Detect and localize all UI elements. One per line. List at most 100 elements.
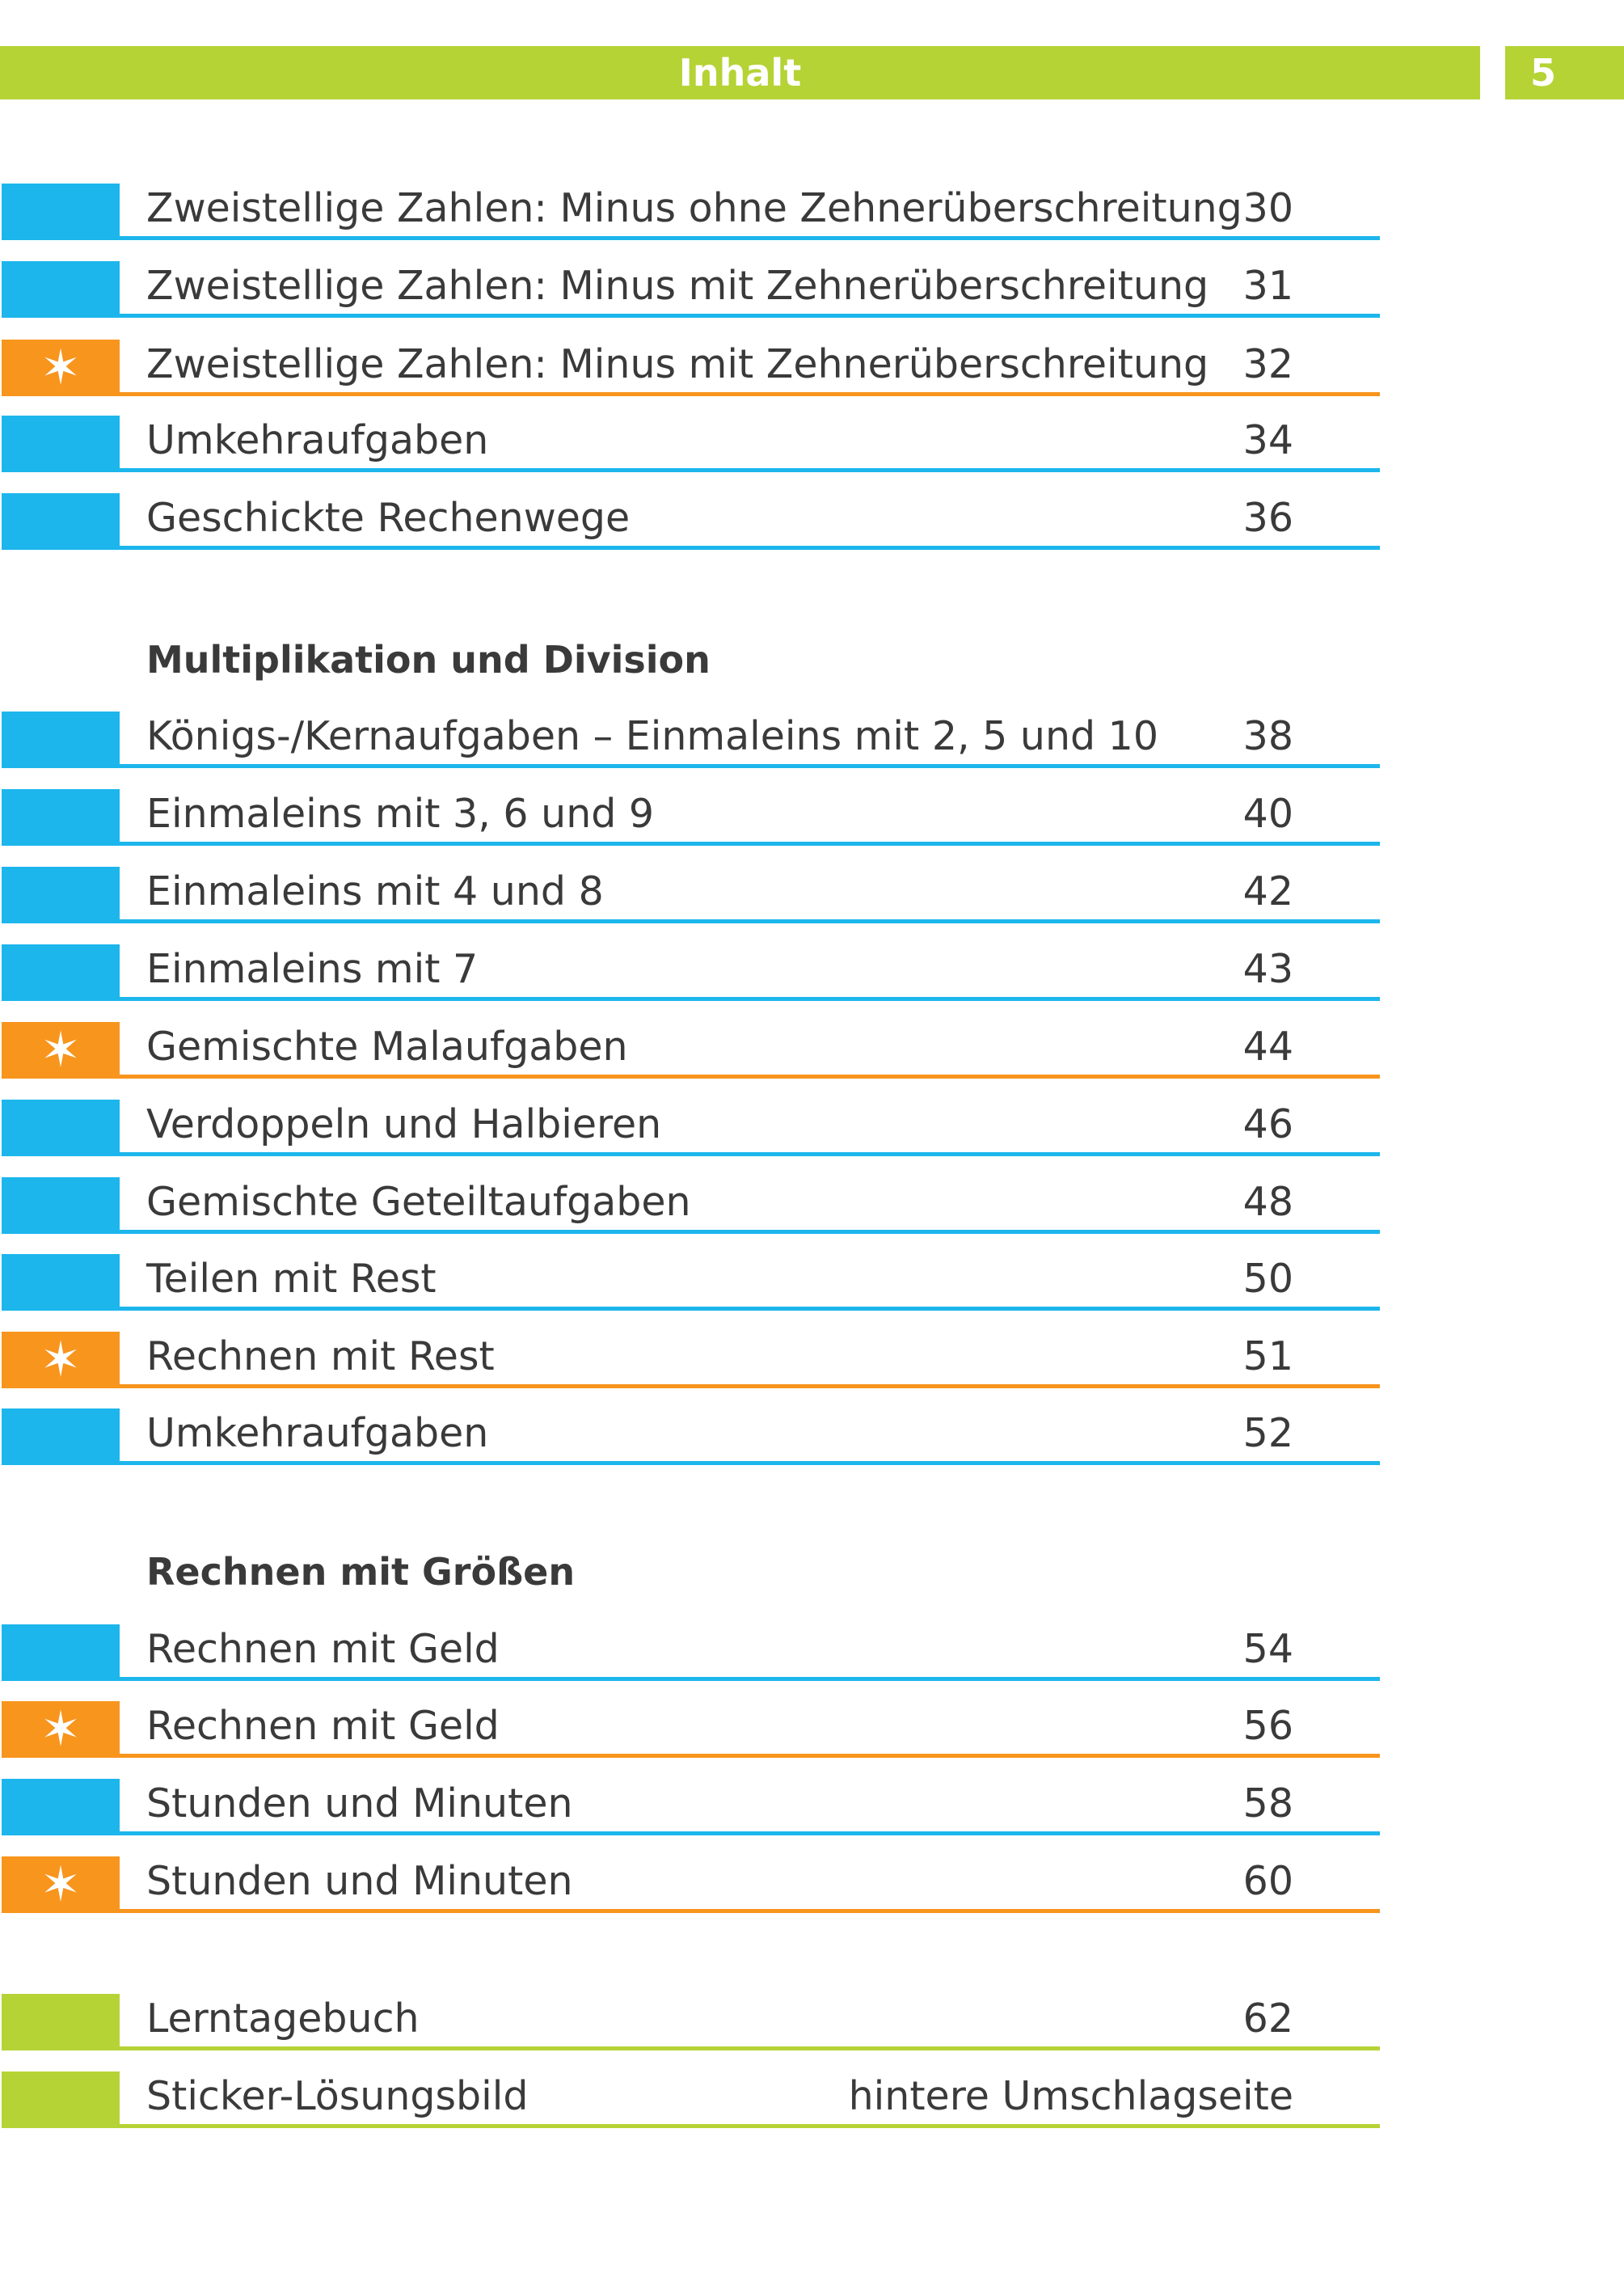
page-title: Inhalt bbox=[678, 51, 802, 95]
toc-entry-page: 30 bbox=[1242, 185, 1293, 231]
toc-entry[interactable]: Königs-/Kernaufgaben – Einmaleins mit 2,… bbox=[0, 712, 1380, 768]
toc-entry-label: Umkehraufgaben bbox=[146, 1410, 489, 1456]
toc-entry-label: Teilen mit Rest bbox=[146, 1256, 437, 1302]
toc-rule bbox=[120, 1384, 1380, 1388]
toc-entry[interactable]: ✶ Rechnen mit Geld 56 bbox=[0, 1701, 1380, 1758]
toc-marker bbox=[2, 1177, 120, 1234]
toc-marker bbox=[2, 1779, 120, 1835]
toc-marker bbox=[2, 1254, 120, 1311]
toc-entry-label: Geschickte Rechenwege bbox=[146, 495, 631, 541]
toc-entry-page: 44 bbox=[1242, 1024, 1293, 1070]
toc-entry-page: 52 bbox=[1242, 1410, 1293, 1456]
toc-marker bbox=[2, 712, 120, 768]
star-icon: ✶ bbox=[40, 1856, 82, 1913]
toc-rule bbox=[120, 1230, 1380, 1234]
star-icon: ✶ bbox=[40, 1332, 82, 1388]
toc-marker bbox=[2, 789, 120, 846]
toc-entry[interactable]: Zweistellige Zahlen: Minus mit Zehnerübe… bbox=[0, 261, 1380, 318]
toc-rule bbox=[120, 468, 1380, 472]
toc-rule bbox=[120, 314, 1380, 318]
toc-entry-label: Rechnen mit Rest bbox=[146, 1333, 495, 1379]
section-heading: Multiplikation und Division bbox=[146, 638, 711, 682]
toc-entry[interactable]: ✶ Stunden und Minuten 60 bbox=[0, 1856, 1380, 1913]
toc-entry-label: Zweistellige Zahlen: Minus mit Zehnerübe… bbox=[146, 341, 1209, 387]
toc-entry-label: Königs-/Kernaufgaben – Einmaleins mit 2,… bbox=[146, 713, 1159, 759]
toc-entry[interactable]: Stunden und Minuten 58 bbox=[0, 1779, 1380, 1835]
header-bar: Inhalt bbox=[0, 46, 1480, 99]
toc-rule bbox=[120, 1909, 1380, 1913]
toc-entry[interactable]: ✶ Rechnen mit Rest 51 bbox=[0, 1332, 1380, 1388]
toc-rule bbox=[120, 997, 1380, 1001]
toc-entry-page: 51 bbox=[1242, 1333, 1293, 1379]
toc-entry-page: 56 bbox=[1242, 1703, 1293, 1749]
toc-entry-label: Stunden und Minuten bbox=[146, 1858, 573, 1904]
toc-entry-label: Umkehraufgaben bbox=[146, 417, 489, 463]
toc-entry-page: 32 bbox=[1242, 341, 1293, 387]
toc-entry[interactable]: ✶ Zweistellige Zahlen: Minus mit Zehnerü… bbox=[0, 340, 1380, 396]
toc-entry-label: Lerntagebuch bbox=[146, 1995, 420, 2042]
toc-rule bbox=[120, 1677, 1380, 1681]
toc-entry[interactable]: Einmaleins mit 7 43 bbox=[0, 944, 1380, 1001]
toc-entry-page: 62 bbox=[1242, 1995, 1293, 2042]
toc-rule bbox=[120, 842, 1380, 846]
star-icon: ✶ bbox=[40, 1701, 82, 1758]
toc-entry-label: Rechnen mit Geld bbox=[146, 1703, 500, 1749]
toc-rule bbox=[120, 1152, 1380, 1156]
toc-entry-page: 48 bbox=[1242, 1179, 1293, 1225]
toc-entry-label: Verdoppeln und Halbieren bbox=[146, 1101, 662, 1147]
toc-marker bbox=[2, 261, 120, 318]
toc-marker bbox=[2, 2072, 120, 2128]
toc-entry[interactable]: Verdoppeln und Halbieren 46 bbox=[0, 1100, 1380, 1156]
toc-marker bbox=[2, 867, 120, 923]
star-icon: ✶ bbox=[40, 1022, 82, 1079]
toc-entry[interactable]: Rechnen mit Geld 54 bbox=[0, 1624, 1380, 1681]
toc-entry[interactable]: Teilen mit Rest 50 bbox=[0, 1254, 1380, 1311]
toc-marker: ✶ bbox=[2, 1022, 120, 1079]
toc-entry-label: Sticker-Lösungsbild bbox=[146, 2073, 529, 2119]
toc-entry[interactable]: Umkehraufgaben 52 bbox=[0, 1408, 1380, 1465]
toc-rule bbox=[120, 236, 1380, 240]
toc-rule bbox=[120, 546, 1380, 550]
toc-marker bbox=[2, 493, 120, 550]
toc-entry-label: Zweistellige Zahlen: Minus mit Zehnerübe… bbox=[146, 263, 1209, 309]
toc-entry[interactable]: Lerntagebuch 62 bbox=[0, 1994, 1380, 2050]
toc-entry[interactable]: Einmaleins mit 4 und 8 42 bbox=[0, 867, 1380, 923]
toc-marker bbox=[2, 1100, 120, 1156]
toc-rule bbox=[120, 919, 1380, 923]
toc-marker bbox=[2, 184, 120, 240]
toc-entry-page: 38 bbox=[1242, 713, 1293, 759]
toc-rule bbox=[120, 2124, 1380, 2128]
toc-entry-label: Einmaleins mit 3, 6 und 9 bbox=[146, 791, 655, 837]
toc-rule bbox=[120, 1754, 1380, 1758]
toc-rule bbox=[120, 392, 1380, 396]
toc-entry-label: Gemischte Geteiltaufgaben bbox=[146, 1179, 691, 1225]
toc-entry-page: 54 bbox=[1242, 1626, 1293, 1672]
toc-marker bbox=[2, 1624, 120, 1681]
page-number: 5 bbox=[1530, 51, 1557, 95]
toc-entry-page: 58 bbox=[1242, 1780, 1293, 1827]
toc-entry[interactable]: Geschickte Rechenwege 36 bbox=[0, 493, 1380, 550]
toc-entry[interactable]: Gemischte Geteiltaufgaben 48 bbox=[0, 1177, 1380, 1234]
toc-entry-label: Einmaleins mit 4 und 8 bbox=[146, 868, 604, 914]
toc-rule bbox=[120, 1461, 1380, 1465]
toc-entry-page: 42 bbox=[1242, 868, 1293, 914]
toc-entry[interactable]: Sticker-Lösungsbild hintere Umschlagseit… bbox=[0, 2072, 1380, 2128]
toc-marker: ✶ bbox=[2, 1332, 120, 1388]
toc-entry-label: Gemischte Malaufgaben bbox=[146, 1024, 628, 1070]
toc-rule bbox=[120, 1307, 1380, 1311]
toc-entry-label: Stunden und Minuten bbox=[146, 1780, 573, 1827]
toc-entry-page: 34 bbox=[1242, 417, 1293, 463]
toc-rule bbox=[120, 2046, 1380, 2050]
toc-rule bbox=[120, 1075, 1380, 1079]
toc-entry[interactable]: Zweistellige Zahlen: Minus ohne Zehnerüb… bbox=[0, 184, 1380, 240]
toc-marker: ✶ bbox=[2, 1701, 120, 1758]
toc-entry[interactable]: ✶ Gemischte Malaufgaben 44 bbox=[0, 1022, 1380, 1079]
toc-entry-page: 36 bbox=[1242, 495, 1293, 541]
toc-marker bbox=[2, 1408, 120, 1465]
toc-marker bbox=[2, 1994, 120, 2050]
toc-marker bbox=[2, 944, 120, 1001]
toc-entry[interactable]: Einmaleins mit 3, 6 und 9 40 bbox=[0, 789, 1380, 846]
toc-entry-page: 31 bbox=[1242, 263, 1293, 309]
toc-entry[interactable]: Umkehraufgaben 34 bbox=[0, 416, 1380, 472]
toc-entry-page: 50 bbox=[1242, 1256, 1293, 1302]
